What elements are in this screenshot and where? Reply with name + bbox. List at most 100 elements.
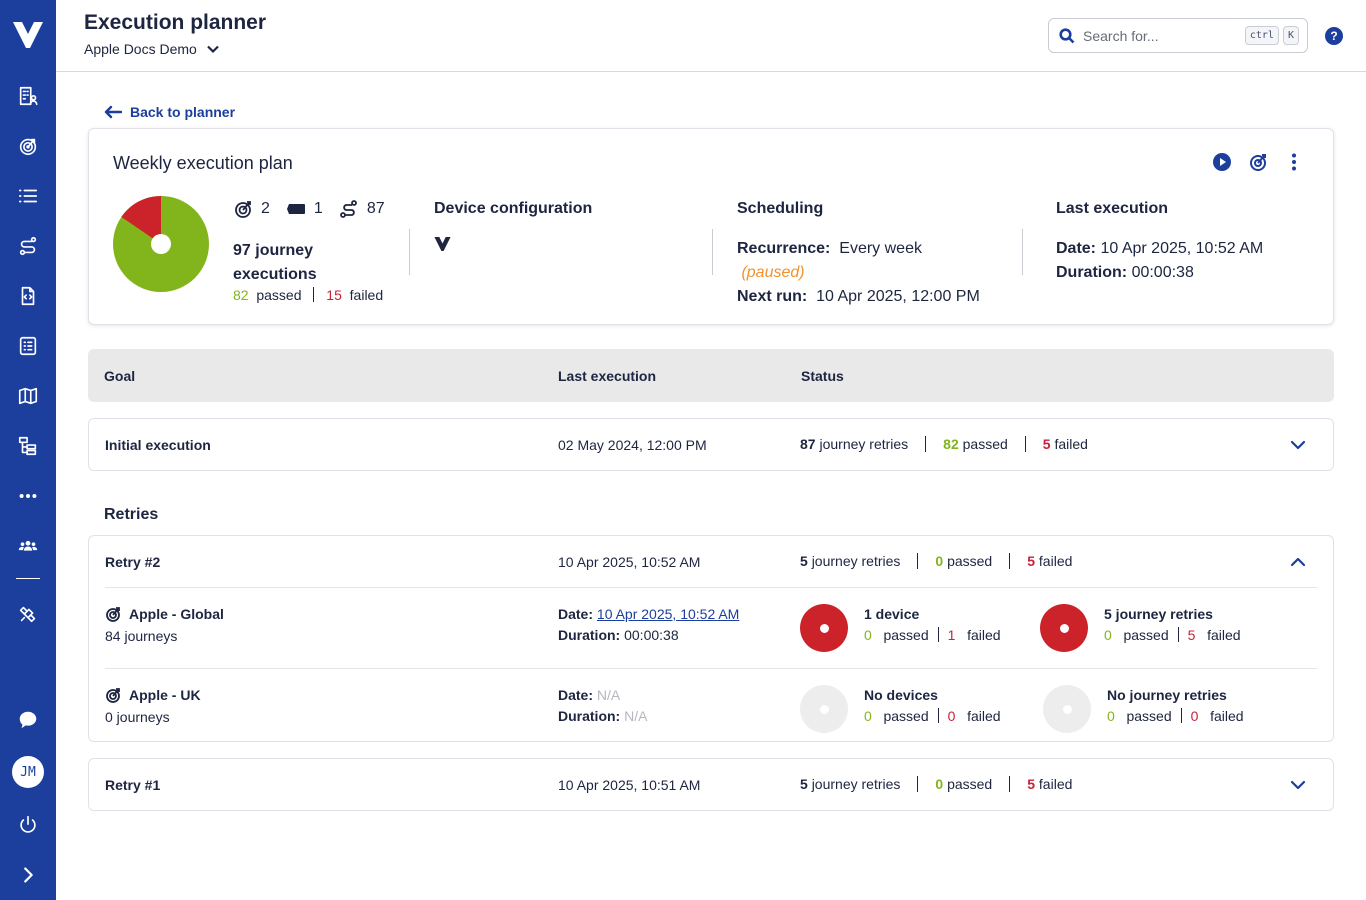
journeys-count: 87 bbox=[339, 199, 385, 219]
goal-execution-info: Date: N/A Duration: N/A bbox=[558, 687, 648, 724]
goal-row-apple-global: Apple - Global 84 journeys bbox=[105, 606, 224, 644]
table-header: Goal Last execution Status bbox=[88, 349, 1334, 402]
expand-icon[interactable] bbox=[16, 863, 40, 887]
goal-execution-info: Date: 10 Apr 2025, 10:52 AM Duration: 00… bbox=[558, 606, 740, 643]
project-selector[interactable]: Apple Docs Demo bbox=[84, 41, 221, 57]
user-avatar[interactable]: JM bbox=[12, 756, 44, 788]
row-date: 10 Apr 2025, 10:52 AM bbox=[558, 554, 701, 570]
goals-count: 2 bbox=[233, 199, 270, 219]
target-icon bbox=[106, 607, 120, 622]
pie-slice-failed bbox=[121, 196, 161, 244]
retries-status-indicator bbox=[1043, 685, 1091, 733]
last-execution-heading: Last execution bbox=[1056, 200, 1169, 217]
back-to-planner-link[interactable]: Back to planner bbox=[104, 104, 235, 120]
device-icon bbox=[286, 204, 305, 214]
divider bbox=[1022, 229, 1023, 275]
last-execution-details: Date: 10 Apr 2025, 10:52 AM Duration: 00… bbox=[1056, 240, 1264, 281]
devices-status-indicator bbox=[800, 685, 848, 733]
col-last-execution: Last execution bbox=[558, 368, 657, 384]
row-status: 5 journey retries 0 passed 5 failed bbox=[800, 776, 1073, 792]
shortcut-k: K bbox=[1282, 26, 1299, 45]
retries-status-indicator bbox=[1040, 604, 1088, 652]
divider bbox=[105, 587, 1317, 588]
shortcut-ctrl: ctrl bbox=[1244, 26, 1279, 45]
execution-date-link[interactable]: 10 Apr 2025, 10:52 AM bbox=[596, 606, 740, 622]
goal-name[interactable]: Apple - UK bbox=[105, 687, 201, 703]
goal-journeys: 84 journeys bbox=[105, 628, 178, 644]
devices-count: 1 bbox=[286, 200, 323, 218]
checklist-icon[interactable] bbox=[16, 334, 40, 358]
play-icon[interactable] bbox=[1211, 151, 1233, 173]
chevron-down-icon[interactable] bbox=[1289, 436, 1307, 454]
chat-icon[interactable] bbox=[16, 708, 40, 732]
plan-summary-card: Weekly execution plan 2 1 87 97 journey … bbox=[88, 128, 1334, 325]
row-name: Retry #1 bbox=[105, 777, 161, 793]
devices-summary: No devices 0 passed 0 failed bbox=[864, 687, 1001, 724]
target-run-icon[interactable] bbox=[1247, 151, 1269, 173]
row-name: Retry #2 bbox=[105, 554, 161, 570]
col-status: Status bbox=[801, 368, 844, 384]
help-icon[interactable]: ? bbox=[1325, 27, 1343, 45]
retry-1-row[interactable]: Retry #1 10 Apr 2025, 10:51 AM 5 journey… bbox=[88, 758, 1334, 811]
executions-pass-fail: 82 passed 15 failed bbox=[233, 287, 384, 303]
plan-counts: 2 1 87 bbox=[233, 199, 385, 219]
retries-heading: Retries bbox=[104, 506, 159, 523]
chevron-down-icon bbox=[207, 45, 219, 54]
code-file-icon[interactable] bbox=[16, 284, 40, 308]
row-date: 10 Apr 2025, 10:51 AM bbox=[558, 777, 701, 793]
row-name: Initial execution bbox=[105, 437, 211, 453]
route-icon bbox=[339, 200, 357, 218]
more-icon[interactable] bbox=[16, 484, 40, 508]
list-icon[interactable] bbox=[16, 184, 40, 208]
chevron-down-icon[interactable] bbox=[1289, 776, 1307, 794]
search-icon bbox=[1059, 27, 1075, 43]
target-icon bbox=[235, 201, 251, 218]
back-label: Back to planner bbox=[130, 104, 236, 120]
divider bbox=[712, 229, 713, 275]
devices-status-indicator bbox=[800, 604, 848, 652]
more-vertical-icon[interactable] bbox=[1283, 151, 1305, 173]
satellite-icon[interactable] bbox=[16, 602, 40, 626]
power-icon[interactable] bbox=[16, 813, 40, 837]
retry-2-card: Retry #2 10 Apr 2025, 10:52 AM 5 journey… bbox=[88, 535, 1334, 742]
retries-summary: 5 journey retries 0 passed 5 failed bbox=[1104, 606, 1241, 643]
goal-name[interactable]: Apple - Global bbox=[105, 606, 224, 622]
sidebar-divider bbox=[16, 578, 40, 579]
project-name: Apple Docs Demo bbox=[84, 41, 197, 57]
team-icon[interactable] bbox=[16, 534, 40, 558]
device-config-heading: Device configuration bbox=[434, 200, 593, 217]
divider bbox=[105, 668, 1317, 669]
executions-total: 97 journey executions bbox=[233, 242, 317, 283]
devices-summary: 1 device 0 passed 1 failed bbox=[864, 606, 1001, 643]
route-icon[interactable] bbox=[16, 234, 40, 258]
execution-pie-chart bbox=[113, 196, 209, 292]
target-icon bbox=[106, 688, 120, 703]
building-user-icon[interactable] bbox=[16, 84, 40, 108]
map-icon[interactable] bbox=[16, 384, 40, 408]
search-input[interactable]: Search for... ctrl K bbox=[1048, 18, 1308, 53]
row-date: 02 May 2024, 12:00 PM bbox=[558, 437, 707, 453]
divider bbox=[409, 229, 410, 275]
goal-journeys: 0 journeys bbox=[105, 709, 170, 725]
pie-center bbox=[151, 234, 171, 254]
scheduling-heading: Scheduling bbox=[737, 200, 824, 217]
sidebar: JM bbox=[0, 0, 56, 900]
search-placeholder: Search for... bbox=[1083, 27, 1159, 44]
initial-execution-row[interactable]: Initial execution 02 May 2024, 12:00 PM … bbox=[88, 418, 1334, 471]
top-header: Execution planner Apple Docs Demo Search… bbox=[56, 0, 1366, 72]
target-icon[interactable] bbox=[16, 134, 40, 158]
hierarchy-icon[interactable] bbox=[16, 434, 40, 458]
row-status: 5 journey retries 0 passed 5 failed bbox=[800, 553, 1073, 569]
chevron-up-icon[interactable] bbox=[1289, 553, 1307, 571]
plan-title: Weekly execution plan bbox=[113, 153, 293, 173]
col-goal: Goal bbox=[104, 368, 136, 384]
page-title: Execution planner bbox=[84, 11, 267, 34]
plan-actions bbox=[1211, 151, 1305, 173]
logo-icon[interactable] bbox=[13, 22, 43, 48]
goal-row-apple-uk: Apple - UK 0 journeys bbox=[105, 687, 201, 725]
device-logo-icon bbox=[434, 237, 451, 251]
arrow-left-icon bbox=[104, 105, 122, 119]
scheduling-details: Recurrence: Every week (paused) Next run… bbox=[737, 240, 980, 305]
paused-badge: (paused) bbox=[741, 264, 805, 281]
retries-summary: No journey retries 0 passed 0 failed bbox=[1107, 687, 1244, 724]
